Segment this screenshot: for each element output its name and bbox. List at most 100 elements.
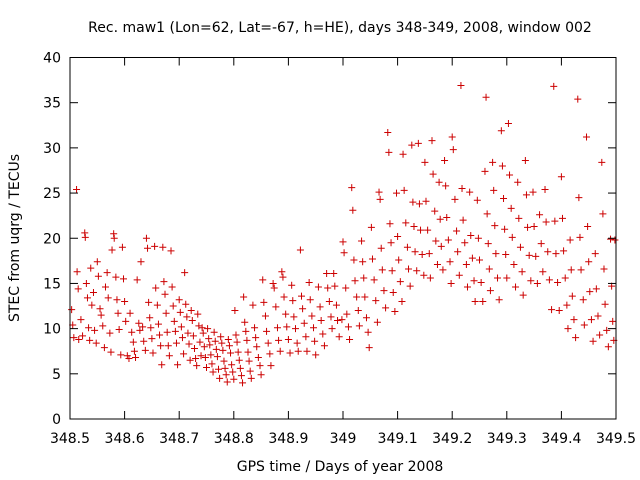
data-point [580, 321, 588, 329]
data-point [426, 274, 434, 282]
y-tick-label: 25 [43, 186, 61, 202]
data-point [373, 318, 381, 326]
data-point [183, 313, 191, 321]
data-point [554, 279, 562, 287]
data-point [489, 158, 497, 166]
chart-title: Rec. maw1 (Lon=62, Lat=-67, h=HE), days … [88, 20, 592, 36]
data-point [218, 339, 226, 347]
data-point [140, 337, 148, 345]
data-point [454, 248, 462, 256]
data-point [154, 320, 162, 328]
data-point [267, 362, 275, 370]
data-point [335, 333, 343, 341]
data-point [601, 300, 609, 308]
data-point [144, 244, 152, 252]
data-point [249, 301, 257, 309]
data-point [215, 365, 223, 373]
data-point [73, 185, 81, 193]
data-point [275, 336, 283, 344]
data-point [495, 296, 503, 304]
data-point [492, 250, 500, 258]
data-point [455, 271, 463, 279]
data-point [560, 247, 568, 255]
data-point [165, 352, 173, 360]
data-point [589, 337, 597, 345]
data-point [317, 316, 325, 324]
data-point [256, 362, 264, 370]
data-point [422, 197, 430, 205]
data-point [555, 307, 563, 315]
data-point [282, 310, 290, 318]
data-point [542, 218, 550, 226]
data-point [252, 334, 260, 342]
data-point [451, 195, 459, 203]
data-point [93, 258, 101, 266]
data-point [584, 223, 592, 231]
data-point [594, 312, 602, 320]
data-point [120, 275, 128, 283]
data-point [167, 247, 175, 255]
data-point [604, 343, 612, 351]
data-point [213, 353, 221, 361]
data-point [220, 357, 228, 365]
data-point [163, 328, 171, 336]
data-point [510, 260, 518, 268]
data-point [126, 309, 134, 317]
data-point [74, 285, 82, 293]
data-point [600, 265, 608, 273]
data-point [396, 278, 404, 286]
data-point [537, 240, 545, 248]
data-point [361, 293, 369, 301]
y-tick-label: 15 [43, 276, 61, 292]
data-point [89, 288, 97, 296]
data-point [231, 307, 239, 315]
data-point [351, 277, 359, 285]
data-point [114, 309, 122, 317]
x-tick-label: 348.6 [105, 431, 145, 447]
data-point [308, 312, 316, 320]
data-point [75, 335, 83, 343]
data-point [260, 298, 268, 306]
data-point [142, 234, 150, 242]
data-point [557, 173, 565, 181]
data-point [577, 266, 585, 274]
data-point [170, 317, 178, 325]
data-point [343, 310, 351, 318]
data-point [446, 258, 454, 266]
data-point [558, 214, 566, 222]
data-point [135, 319, 143, 327]
data-point [152, 284, 160, 292]
data-point [314, 283, 322, 291]
data-point [196, 338, 204, 346]
data-point [448, 133, 456, 141]
data-point [483, 210, 491, 218]
data-point [228, 361, 236, 369]
data-point [358, 237, 366, 245]
data-point [384, 129, 392, 137]
data-point [444, 236, 452, 244]
data-point [479, 298, 487, 306]
data-point [541, 185, 549, 193]
data-point [344, 323, 352, 331]
data-point [245, 357, 253, 365]
data-point [408, 141, 416, 149]
data-point [561, 274, 569, 282]
data-point [575, 194, 583, 202]
data-point [229, 368, 237, 376]
data-point [380, 287, 388, 295]
data-point [189, 332, 197, 340]
data-point [164, 342, 172, 350]
data-point [225, 342, 233, 350]
data-point [432, 237, 440, 245]
data-point [533, 279, 541, 287]
data-point [192, 354, 200, 362]
data-point [108, 246, 116, 254]
data-point [522, 191, 530, 199]
data-point [86, 336, 94, 344]
data-point [359, 258, 367, 266]
data-point [257, 371, 265, 379]
data-point [324, 284, 332, 292]
data-point [425, 250, 433, 258]
data-point [222, 371, 230, 379]
data-point [77, 316, 85, 324]
